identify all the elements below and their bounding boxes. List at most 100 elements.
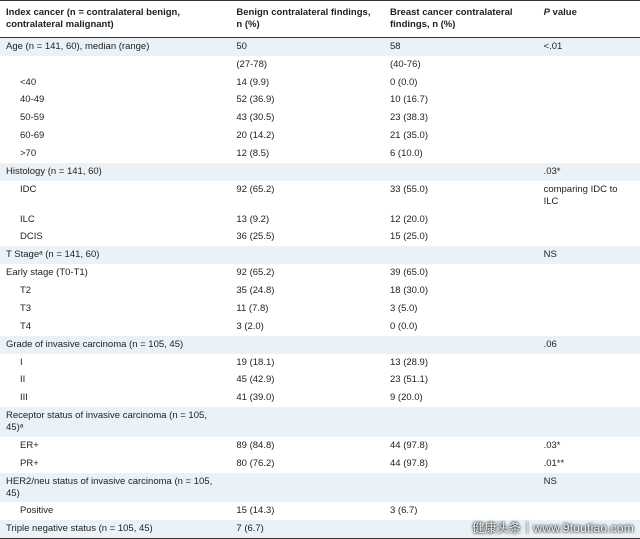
table-row: PR+80 (76.2)44 (97.8).01** (0, 455, 640, 473)
cell-pvalue (538, 502, 640, 520)
cell-malignant: 9 (20.0) (384, 389, 538, 407)
cell-pvalue (538, 211, 640, 229)
table-row: T235 (24.8)18 (30.0) (0, 282, 640, 300)
table-container: Index cancer (n = contralateral benign, … (0, 0, 640, 539)
cell-malignant: 15 (25.0) (384, 228, 538, 246)
table-row: ILC13 (9.2)12 (20.0) (0, 211, 640, 229)
table-row: 50-5943 (30.5)23 (38.3) (0, 109, 640, 127)
cell-label: Positive (0, 502, 230, 520)
cell-benign: (27-78) (230, 56, 384, 74)
cell-label: DCIS (0, 228, 230, 246)
cell-malignant: 44 (97.8) (384, 437, 538, 455)
cell-pvalue (538, 300, 640, 318)
cell-label: HER2/neu status of invasive carcinoma (n… (0, 473, 230, 503)
cell-label: Grade of invasive carcinoma (n = 105, 45… (0, 336, 230, 354)
cell-label: 50-59 (0, 109, 230, 127)
cell-benign: 43 (30.5) (230, 109, 384, 127)
cell-label: Age (n = 141, 60), median (range) (0, 37, 230, 55)
cell-label: T3 (0, 300, 230, 318)
cell-malignant (384, 246, 538, 264)
table-row: T43 (2.0)0 (0.0) (0, 318, 640, 336)
cell-label: Histology (n = 141, 60) (0, 163, 230, 181)
cell-label: II (0, 371, 230, 389)
section-row: Receptor status of invasive carcinoma (n… (0, 407, 640, 437)
cell-malignant: 23 (38.3) (384, 109, 538, 127)
section-row: Age (n = 141, 60), median (range)5058<.0… (0, 37, 640, 55)
cell-benign: 12 (8.5) (230, 145, 384, 163)
cell-pvalue (538, 389, 640, 407)
table-header: Index cancer (n = contralateral benign, … (0, 1, 640, 38)
cell-pvalue (538, 371, 640, 389)
table-row: T311 (7.8)3 (5.0) (0, 300, 640, 318)
cell-benign: 20 (14.2) (230, 127, 384, 145)
cell-label: Early stage (T0-T1) (0, 264, 230, 282)
cell-benign: 14 (9.9) (230, 74, 384, 92)
cell-pvalue (538, 127, 640, 145)
table-row: II45 (42.9)23 (51.1) (0, 371, 640, 389)
cell-benign: 15 (14.3) (230, 502, 384, 520)
cell-pvalue (538, 109, 640, 127)
cell-benign: 80 (76.2) (230, 455, 384, 473)
cell-pvalue (538, 74, 640, 92)
cell-pvalue (538, 264, 640, 282)
cell-pvalue (538, 520, 640, 538)
cell-pvalue (538, 228, 640, 246)
cell-pvalue: comparing IDC to ILC (538, 181, 640, 211)
cell-benign: 19 (18.1) (230, 354, 384, 372)
cell-benign (230, 407, 384, 437)
cell-malignant: 3 (5.0) (384, 300, 538, 318)
section-row: Triple negative status (n = 105, 45)7 (6… (0, 520, 640, 538)
cell-pvalue (538, 91, 640, 109)
table-row: 40-4952 (36.9)10 (16.7) (0, 91, 640, 109)
cell-pvalue: .03* (538, 163, 640, 181)
col-header-malignant: Breast cancer contralateral findings, n … (384, 1, 538, 38)
cell-pvalue: NS (538, 246, 640, 264)
cell-label: ILC (0, 211, 230, 229)
cell-label: ER+ (0, 437, 230, 455)
col-header-pvalue: P value (538, 1, 640, 38)
section-row: HER2/neu status of invasive carcinoma (n… (0, 473, 640, 503)
cell-benign: 92 (65.2) (230, 181, 384, 211)
cell-pvalue (538, 318, 640, 336)
cell-benign: 89 (84.8) (230, 437, 384, 455)
cell-benign: 7 (6.7) (230, 520, 384, 538)
section-row: T Stageᵃ (n = 141, 60) NS (0, 246, 640, 264)
cell-pvalue: NS (538, 473, 640, 503)
table-row: (27-78)(40-76) (0, 56, 640, 74)
cell-label: T2 (0, 282, 230, 300)
cell-benign: 50 (230, 37, 384, 55)
cell-pvalue (538, 145, 640, 163)
table-row: >7012 (8.5)6 (10.0) (0, 145, 640, 163)
cell-label: T Stageᵃ (n = 141, 60) (0, 246, 230, 264)
col-header-benign: Benign contralateral findings, n (%) (230, 1, 384, 38)
cell-pvalue: .01** (538, 455, 640, 473)
cell-label: III (0, 389, 230, 407)
cell-malignant: 12 (20.0) (384, 211, 538, 229)
table-row: Positive15 (14.3)3 (6.7) (0, 502, 640, 520)
cell-label: IDC (0, 181, 230, 211)
cell-pvalue (538, 407, 640, 437)
cell-malignant: 58 (384, 37, 538, 55)
cell-label: PR+ (0, 455, 230, 473)
cell-benign (230, 246, 384, 264)
table-row: <4014 (9.9)0 (0.0) (0, 74, 640, 92)
cell-pvalue (538, 282, 640, 300)
cell-label: <40 (0, 74, 230, 92)
cell-benign: 11 (7.8) (230, 300, 384, 318)
table-row: 60-6920 (14.2)21 (35.0) (0, 127, 640, 145)
cell-label: 40-49 (0, 91, 230, 109)
cell-label: T4 (0, 318, 230, 336)
cell-label: Triple negative status (n = 105, 45) (0, 520, 230, 538)
cell-pvalue (538, 56, 640, 74)
cell-malignant: 13 (28.9) (384, 354, 538, 372)
cell-malignant: 23 (51.1) (384, 371, 538, 389)
table-row: ER+89 (84.8)44 (97.8).03* (0, 437, 640, 455)
cell-benign: 36 (25.5) (230, 228, 384, 246)
cell-malignant (384, 336, 538, 354)
cell-malignant: 3 (6.7) (384, 502, 538, 520)
cell-malignant (384, 473, 538, 503)
cell-label: 60-69 (0, 127, 230, 145)
cell-benign (230, 163, 384, 181)
table-row: Early stage (T0-T1)92 (65.2)39 (65.0) (0, 264, 640, 282)
cell-benign: 92 (65.2) (230, 264, 384, 282)
